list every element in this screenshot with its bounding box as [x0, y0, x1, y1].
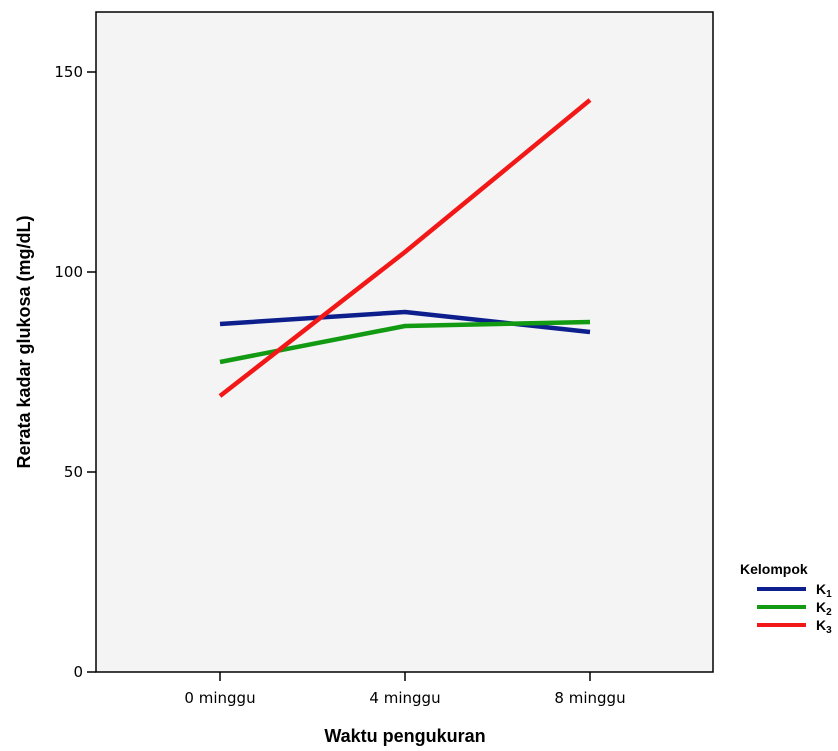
y-axis-title: Rerata kadar glukosa (mg/dL)	[14, 215, 34, 468]
y-tick-label: 100	[54, 263, 83, 281]
x-tick-label: 0 minggu	[184, 689, 255, 707]
y-axis: 0 50 100 150	[54, 63, 96, 681]
x-axis: 0 minggu 4 minggu 8 minggu	[184, 672, 626, 707]
x-axis-title: Waktu pengukuran	[324, 726, 485, 746]
y-tick-label: 150	[54, 63, 83, 81]
plot-area	[95, 11, 714, 673]
legend-label: K2	[816, 599, 832, 618]
y-tick-label: 50	[64, 463, 83, 481]
x-tick-label: 8 minggu	[554, 689, 625, 707]
series-line-k3	[218, 98, 592, 398]
legend-label: K3	[816, 617, 832, 636]
series-lines	[218, 98, 592, 398]
legend-label: K1	[816, 581, 832, 600]
y-tick-label: 0	[73, 663, 83, 681]
x-tick-label: 4 minggu	[369, 689, 440, 707]
legend-title: Kelompok	[740, 561, 808, 577]
